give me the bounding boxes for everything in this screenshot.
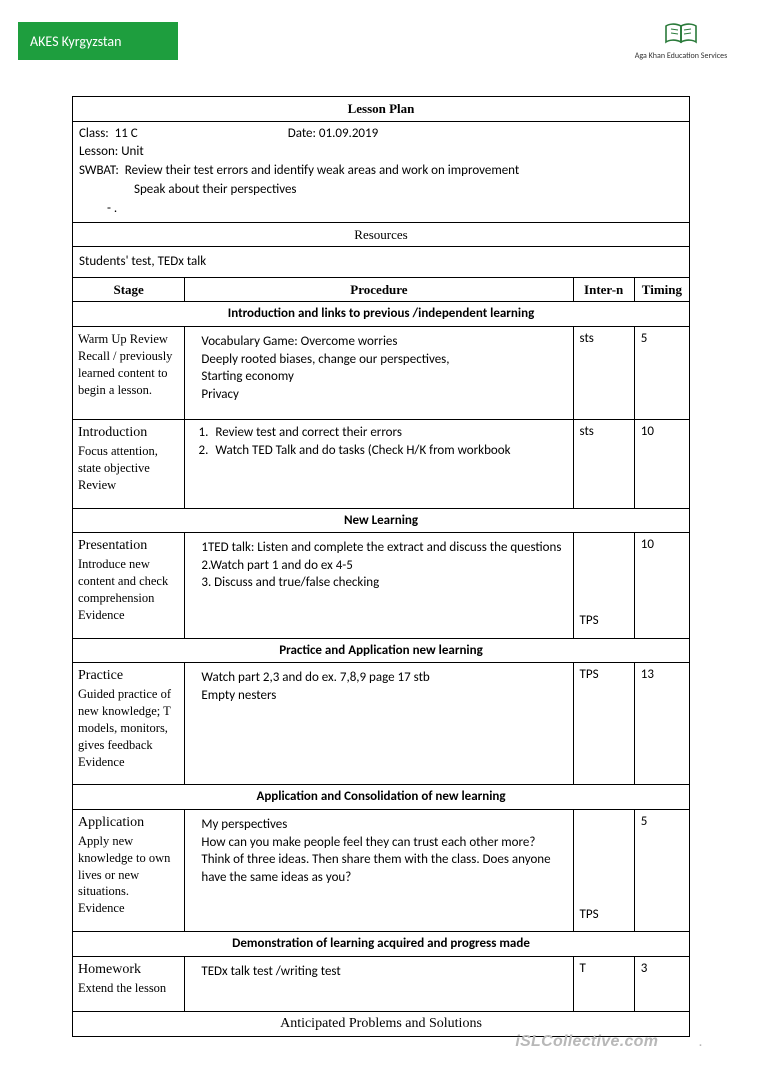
stage-cell: PracticeGuided practice of new knowledge…: [73, 663, 185, 785]
stage-cell: PresentationIntroduce new content and ch…: [73, 533, 185, 638]
org-badge-text: AKES Kyrgyzstan: [30, 33, 121, 50]
col-stage-header: Stage: [73, 277, 185, 302]
intern-cell: T: [573, 956, 634, 1011]
stage-cell: ApplicationApply new knowledge to own li…: [73, 809, 185, 931]
timing-cell: 10: [634, 533, 689, 638]
intern-cell: sts: [573, 326, 634, 419]
logo-caption: Aga Khan Education Services: [621, 51, 741, 61]
procedure-cell: TEDx talk test /writing test: [185, 956, 573, 1011]
intern-cell: TPS: [573, 663, 634, 785]
lesson-info-cell: Class: 11 CDate: 01.09.2019Lesson: UnitS…: [73, 121, 690, 222]
col-intern-header: Inter-n: [573, 277, 634, 302]
lesson-plan-title: Lesson Plan: [73, 97, 690, 122]
section-header: Introduction and links to previous /inde…: [73, 302, 690, 327]
section-header: Application and Consolidation of new lea…: [73, 785, 690, 810]
intern-cell: TPS: [573, 533, 634, 638]
timing-cell: 10: [634, 420, 689, 509]
timing-cell: 3: [634, 956, 689, 1011]
col-procedure-header: Procedure: [185, 277, 573, 302]
stage-cell: IntroductionFocus attention, state objec…: [73, 420, 185, 509]
logo: Aga Khan Education Services: [621, 20, 741, 61]
document-page: Lesson PlanClass: 11 CDate: 01.09.2019Le…: [72, 96, 690, 1037]
section-header: New Learning: [73, 508, 690, 533]
watermark: iSLCollective.com.: [515, 1033, 703, 1051]
watermark-dot: .: [698, 1033, 703, 1050]
book-logo-icon: [663, 20, 699, 48]
timing-cell: 13: [634, 663, 689, 785]
resources-text: Students' test, TEDx talk: [73, 247, 690, 278]
resources-header: Resources: [73, 222, 690, 247]
col-timing-header: Timing: [634, 277, 689, 302]
timing-cell: 5: [634, 326, 689, 419]
procedure-cell: Watch part 2,3 and do ex. 7,8,9 page 17 …: [185, 663, 573, 785]
watermark-text: iSLCollective.com: [515, 1033, 658, 1050]
org-badge: AKES Kyrgyzstan: [18, 22, 178, 60]
procedure-cell: My perspectivesHow can you make people f…: [185, 809, 573, 931]
timing-cell: 5: [634, 809, 689, 931]
stage-cell: HomeworkExtend the lesson: [73, 956, 185, 1011]
section-header: Practice and Application new learning: [73, 638, 690, 663]
intern-cell: TPS: [573, 809, 634, 931]
lesson-plan-table: Lesson PlanClass: 11 CDate: 01.09.2019Le…: [72, 96, 690, 1037]
procedure-cell: Vocabulary Game: Overcome worriesDeeply …: [185, 326, 573, 419]
procedure-cell: Review test and correct their errorsWatc…: [185, 420, 573, 509]
stage-cell: Warm Up Review Recall / previously learn…: [73, 326, 185, 419]
section-header: Demonstration of learning acquired and p…: [73, 932, 690, 957]
intern-cell: sts: [573, 420, 634, 509]
procedure-cell: 1TED talk: Listen and complete the extra…: [185, 533, 573, 638]
